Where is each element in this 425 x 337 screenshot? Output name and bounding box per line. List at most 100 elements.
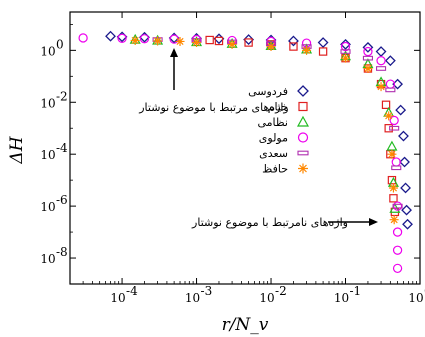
data-point [244, 38, 253, 47]
series-diamond [105, 30, 413, 230]
legend-marker [296, 115, 310, 127]
data-point [175, 36, 185, 46]
legend-marker [297, 150, 309, 156]
data-point [362, 41, 374, 53]
y-tick-exponent: -4 [56, 141, 68, 155]
data-point [389, 194, 398, 203]
data-point [384, 55, 396, 67]
data-point [381, 100, 391, 109]
y-tick-label: 10 [40, 200, 55, 214]
data-point [340, 38, 351, 50]
legend-label: حافظ [262, 163, 288, 176]
x-tick-exponent: -2 [275, 284, 287, 298]
legend-label: مولوی [259, 132, 288, 145]
data-point [318, 47, 328, 56]
series-circle [78, 33, 403, 274]
data-point [398, 130, 409, 142]
data-point [78, 33, 88, 43]
annotation-arrowhead-right [369, 218, 378, 226]
data-point [340, 41, 351, 52]
data-point [389, 125, 400, 131]
data-point [400, 182, 411, 194]
x-tick-label: 10 [110, 291, 125, 305]
legend-label: خیام [268, 101, 288, 114]
data-point [401, 204, 412, 216]
annotation-unrelated-words: واژه‌های نامرتبط با موضوع نوشتار [191, 216, 348, 229]
annotation-arrowhead-up [170, 48, 178, 57]
plot-frame [69, 11, 421, 285]
data-point [387, 175, 397, 185]
x-tick-label: 10 [185, 291, 200, 305]
data-point [130, 35, 140, 45]
data-point [302, 45, 312, 55]
data-point [391, 165, 402, 171]
data-point [387, 149, 397, 159]
data-point [376, 56, 386, 66]
data-point [392, 245, 403, 255]
data-point [341, 53, 351, 63]
data-point [392, 227, 403, 237]
y-tick-label: 10 [40, 252, 55, 266]
data-point [402, 218, 413, 230]
data-point [389, 115, 399, 126]
data-point [376, 66, 387, 71]
annotation-related-words: واژه‌های مرتبط با موضوع نوشتار [138, 101, 289, 114]
data-point [105, 30, 116, 42]
data-point [340, 49, 351, 54]
data-point [227, 39, 237, 49]
data-point [388, 183, 398, 193]
data-point [192, 38, 202, 48]
series-asterisk [130, 35, 399, 225]
legend-label: سعدی [259, 147, 288, 160]
legend-marker [297, 85, 309, 97]
x-tick-label: 10 [334, 291, 349, 305]
data-point [392, 263, 403, 274]
y-tick-exponent: -6 [56, 193, 68, 207]
data-point [153, 36, 163, 46]
data-point [395, 104, 407, 116]
data-point [375, 46, 387, 57]
data-point [386, 140, 398, 151]
data-point [399, 156, 410, 168]
y-tick-exponent: -8 [56, 245, 68, 259]
legend-label: فردوسی [248, 85, 288, 98]
x-tick-exponent: -3 [201, 284, 213, 298]
data-point [139, 34, 150, 44]
x-tick-exponent: -4 [126, 284, 138, 298]
data-point [243, 34, 255, 45]
data-point [384, 111, 394, 121]
data-point [363, 46, 373, 57]
y-axis-title: ΔH [7, 135, 27, 164]
y-tick-exponent: 0 [56, 37, 64, 51]
y-tick-label: 10 [40, 44, 55, 58]
legend-marker [298, 163, 308, 174]
x-tick-label: 10 [408, 291, 423, 305]
data-point [376, 82, 386, 92]
y-tick-label: 10 [40, 148, 55, 162]
y-tick-label: 10 [40, 96, 55, 110]
x-axis-title: r/N_v [222, 315, 269, 335]
data-point [392, 203, 403, 209]
data-point [363, 63, 373, 73]
x-tick-exponent: -1 [350, 284, 362, 298]
annotations: واژه‌های مرتبط با موضوع نوشتار واژه‌های ن… [138, 48, 378, 229]
data-point [117, 33, 127, 43]
data-point [385, 87, 396, 93]
data-point [362, 55, 373, 61]
data-point [205, 35, 214, 45]
data-point [214, 36, 224, 46]
data-point [289, 42, 298, 51]
data-point [389, 215, 399, 225]
data-point [288, 35, 299, 47]
data-point [384, 124, 393, 133]
y-tick-exponent: -2 [56, 89, 68, 103]
x-tick-label: 10 [259, 291, 274, 305]
series-layer [78, 30, 413, 274]
data-point [391, 157, 401, 167]
legend-marker [297, 132, 309, 143]
ticks-layer: 10-410-310-210-110010010-210-410-610-8 [40, 12, 425, 305]
legend-marker [298, 101, 308, 112]
legend: فردوسی خیام نظامی مولوی سعدی حافظ [248, 85, 310, 176]
data-point [317, 37, 329, 48]
